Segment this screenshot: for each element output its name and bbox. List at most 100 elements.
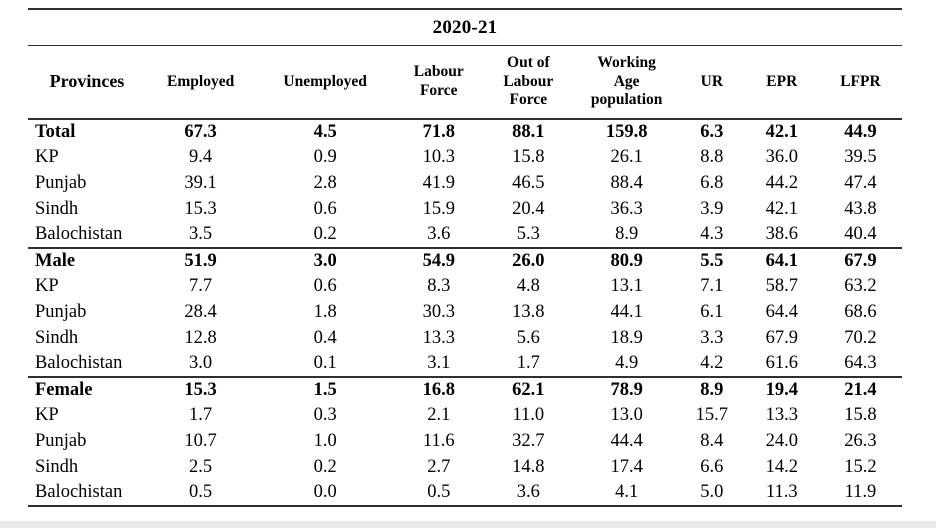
value-cell: 9.4 bbox=[189, 147, 213, 168]
value-cell: 11.0 bbox=[512, 405, 545, 426]
column-header-epr: EPR bbox=[744, 46, 819, 120]
value-cell: 18.9 bbox=[610, 328, 643, 349]
row-label: KP bbox=[35, 147, 59, 168]
value-cell: 4.9 bbox=[615, 353, 639, 374]
value-cell: 4.2 bbox=[700, 353, 724, 374]
value-cell: 4.3 bbox=[700, 224, 724, 245]
value-cell: 0.6 bbox=[313, 276, 337, 297]
row-label: Sindh bbox=[35, 457, 79, 477]
column-header-lfpr: LFPR bbox=[818, 46, 902, 120]
table-row-sindh: Sindh 2.5 0.2 2.7 14.8 17.4 6.6 14.2 15.2 bbox=[28, 454, 902, 480]
value-cell: 0.6 bbox=[313, 199, 337, 220]
value-cell: 46.5 bbox=[512, 173, 545, 194]
row-label: Total bbox=[35, 122, 76, 143]
table-row-kp: KP 7.7 0.6 8.3 4.8 13.1 7.1 58.7 63.2 bbox=[28, 274, 902, 300]
value-cell: 26.1 bbox=[610, 147, 643, 168]
table-row-balochistan: Balochistan 3.5 0.2 3.6 5.3 8.9 4.3 38.6 40.4 bbox=[28, 222, 902, 248]
value-cell: 0.4 bbox=[313, 328, 337, 349]
value-cell: 64.3 bbox=[844, 353, 877, 374]
value-cell: 3.6 bbox=[427, 224, 451, 245]
value-cell: 2.5 bbox=[189, 457, 213, 477]
value-cell: 51.9 bbox=[145, 246, 256, 274]
table-row-balochistan: Balochistan 0.5 0.0 0.5 3.6 4.1 5.0 11.3 11.9 bbox=[28, 480, 902, 506]
column-header-out-of-labour-force: Out of Labour Force bbox=[482, 46, 575, 120]
value-cell: 62.1 bbox=[482, 375, 575, 403]
value-cell: 10.7 bbox=[184, 431, 217, 452]
data-table: Provinces Employed Unemployed Labour Force O… bbox=[28, 46, 902, 507]
table-row-kp: KP 1.7 0.3 2.1 11.0 13.0 15.7 13.3 15.8 bbox=[28, 403, 902, 429]
column-header-provinces: Provinces bbox=[28, 46, 146, 120]
labour-force-statistics-table: 2020-21 Provinces Employed Unemployed Labou… bbox=[28, 8, 902, 507]
value-cell: 15.8 bbox=[512, 147, 545, 168]
table-row-total: Total 67.3 4.5 71.8 88.1 159.8 6.3 42.1 44.9 bbox=[28, 119, 902, 145]
value-cell: 11.3 bbox=[765, 482, 798, 503]
value-cell: 8.9 bbox=[679, 375, 745, 403]
value-cell: 88.1 bbox=[512, 122, 545, 143]
value-cell: 0.1 bbox=[313, 353, 337, 374]
value-cell: 68.6 bbox=[844, 302, 877, 323]
table-header: Provinces Employed Unemployed Labour Force O… bbox=[28, 46, 902, 120]
value-cell: 39.5 bbox=[844, 147, 877, 168]
value-cell: 15.2 bbox=[844, 457, 877, 477]
value-cell: 70.2 bbox=[844, 328, 877, 349]
value-cell: 58.7 bbox=[765, 276, 798, 297]
value-cell: 8.8 bbox=[700, 147, 724, 168]
column-header-labour-force: Labour Force bbox=[395, 46, 483, 120]
value-cell: 0.5 bbox=[427, 482, 451, 503]
value-cell: 44.2 bbox=[765, 173, 798, 194]
value-cell: 15.8 bbox=[844, 405, 877, 426]
value-cell: 26.3 bbox=[844, 431, 877, 452]
value-cell: 6.1 bbox=[700, 302, 724, 323]
value-cell: 0.2 bbox=[313, 457, 337, 477]
table-row-punjab: Punjab 28.4 1.8 30.3 13.8 44.1 6.1 64.4 68.6 bbox=[28, 300, 902, 326]
value-cell: 0.3 bbox=[313, 405, 337, 426]
value-cell: 1.7 bbox=[189, 405, 213, 426]
value-cell: 40.4 bbox=[844, 224, 877, 245]
value-cell: 67.9 bbox=[765, 328, 798, 349]
row-label: Balochistan bbox=[35, 482, 123, 503]
value-cell: 15.7 bbox=[695, 405, 729, 426]
value-cell: 20.4 bbox=[512, 199, 545, 220]
table-row-punjab: Punjab 39.1 2.8 41.9 46.5 88.4 6.8 44.2 47.4 bbox=[28, 171, 902, 197]
value-cell: 0.9 bbox=[313, 147, 337, 168]
header-row: Provinces Employed Unemployed Labour Force O… bbox=[28, 46, 902, 120]
value-cell: 67.3 bbox=[184, 122, 217, 143]
value-cell: 3.0 bbox=[255, 246, 396, 274]
value-cell: 13.1 bbox=[610, 276, 643, 297]
value-cell: 6.6 bbox=[700, 457, 724, 477]
value-cell: 10.3 bbox=[422, 147, 455, 168]
row-label: Punjab bbox=[35, 302, 87, 323]
row-label: Punjab bbox=[35, 173, 87, 194]
row-label: Male bbox=[28, 246, 146, 274]
value-cell: 41.9 bbox=[422, 173, 455, 194]
value-cell: 4.5 bbox=[313, 122, 337, 143]
value-cell: 13.3 bbox=[422, 328, 455, 349]
bottom-edge-strip bbox=[0, 521, 936, 528]
value-cell: 64.4 bbox=[765, 302, 798, 323]
value-cell: 61.6 bbox=[765, 353, 798, 374]
value-cell: 3.0 bbox=[189, 353, 213, 374]
row-label: KP bbox=[35, 405, 59, 426]
value-cell: 3.9 bbox=[700, 199, 724, 220]
value-cell: 17.4 bbox=[610, 457, 643, 477]
value-cell: 1.0 bbox=[313, 431, 337, 452]
value-cell: 38.6 bbox=[765, 224, 798, 245]
value-cell: 5.6 bbox=[516, 328, 540, 349]
value-cell: 15.3 bbox=[184, 199, 217, 220]
column-header-ur: UR bbox=[679, 46, 745, 120]
table-title: 2020-21 bbox=[28, 10, 902, 46]
value-cell: 43.8 bbox=[844, 199, 877, 220]
value-cell: 36.0 bbox=[765, 147, 798, 168]
value-cell: 21.4 bbox=[818, 375, 902, 403]
row-label: Balochistan bbox=[35, 224, 123, 245]
value-cell: 11.6 bbox=[422, 431, 455, 452]
table-row-female: Female 15.3 1.5 16.8 62.1 78.9 8.9 19.4 21.4 bbox=[28, 375, 902, 403]
value-cell: 42.1 bbox=[765, 122, 798, 143]
value-cell: 64.1 bbox=[744, 246, 819, 274]
value-cell: 88.4 bbox=[610, 173, 643, 194]
row-label: Sindh bbox=[35, 199, 79, 220]
value-cell: 15.9 bbox=[422, 199, 455, 220]
value-cell: 36.3 bbox=[610, 199, 643, 220]
value-cell: 3.3 bbox=[700, 328, 724, 349]
